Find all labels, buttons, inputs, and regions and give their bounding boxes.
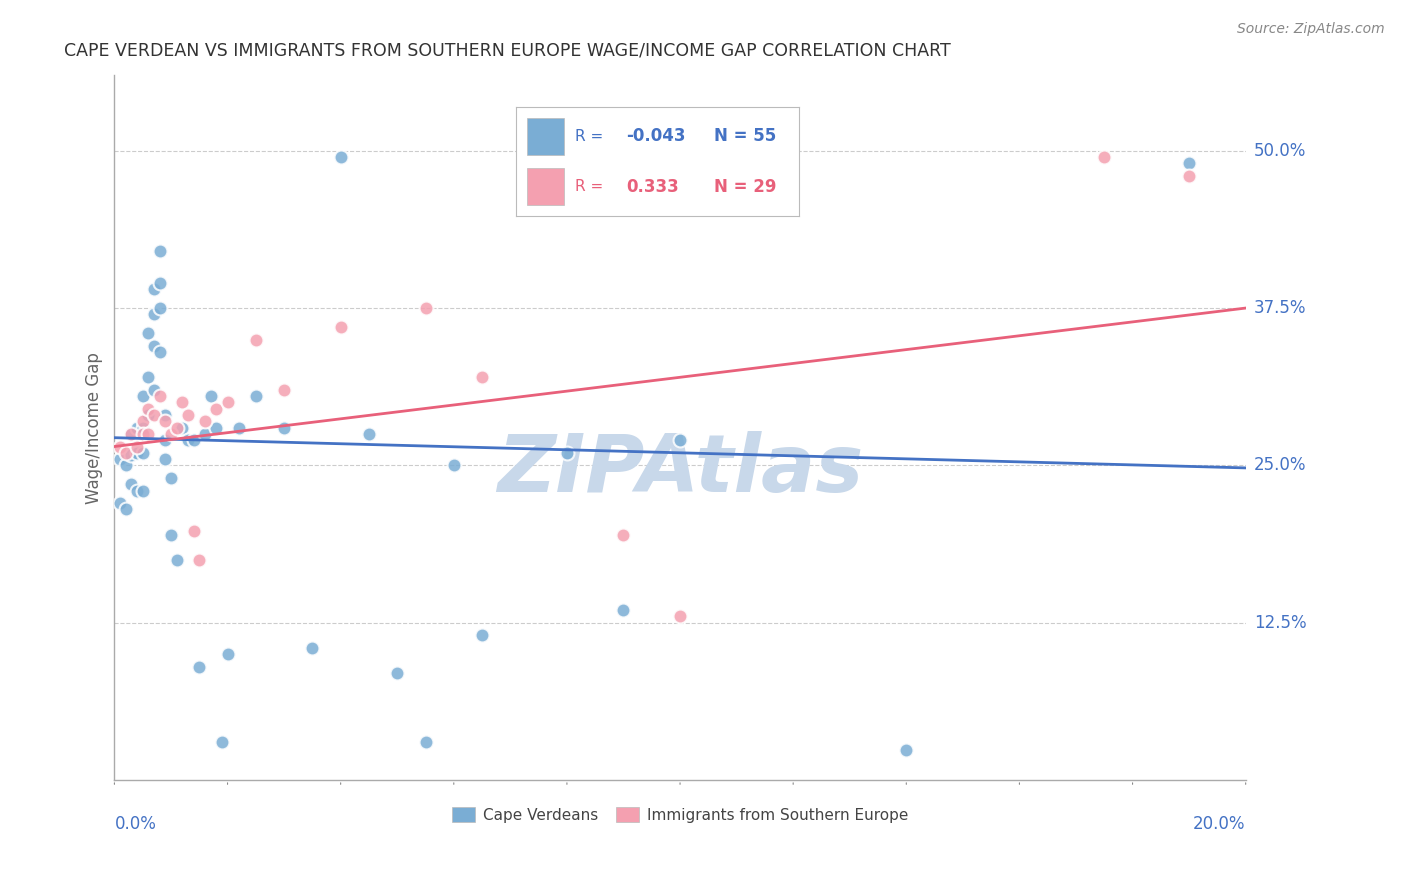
Point	[273, 383, 295, 397]
Text: 37.5%: 37.5%	[1254, 299, 1306, 317]
Point	[555, 446, 578, 460]
Point	[143, 307, 166, 321]
Point	[138, 401, 160, 416]
Text: 20.0%: 20.0%	[1194, 815, 1246, 833]
Point	[194, 414, 217, 428]
Point	[172, 420, 194, 434]
Point	[669, 609, 692, 624]
Point	[1178, 169, 1201, 183]
Point	[896, 743, 918, 757]
Text: 50.0%: 50.0%	[1254, 142, 1306, 160]
Point	[160, 471, 183, 485]
Point	[200, 389, 222, 403]
Point	[120, 448, 142, 462]
Point	[125, 446, 148, 460]
Point	[125, 483, 148, 498]
Point	[131, 414, 153, 428]
Point	[160, 527, 183, 541]
Point	[183, 524, 205, 538]
Point	[149, 345, 172, 359]
Point	[143, 408, 166, 422]
Point	[211, 735, 233, 749]
Point	[149, 389, 172, 403]
Point	[138, 370, 160, 384]
Text: ZIPAtlas: ZIPAtlas	[496, 431, 863, 509]
Point	[1178, 156, 1201, 170]
Point	[138, 326, 160, 341]
Point	[138, 426, 160, 441]
Point	[228, 420, 250, 434]
Point	[194, 426, 217, 441]
Point	[329, 320, 352, 334]
Point	[138, 408, 160, 422]
Point	[273, 420, 295, 434]
Point	[443, 458, 465, 473]
Point	[183, 434, 205, 448]
Point	[149, 244, 172, 259]
Point	[108, 440, 131, 454]
Point	[160, 426, 183, 441]
Point	[217, 395, 239, 409]
Y-axis label: Wage/Income Gap: Wage/Income Gap	[86, 351, 103, 504]
Point	[415, 301, 437, 315]
Point	[205, 401, 228, 416]
Point	[217, 647, 239, 661]
Text: Source: ZipAtlas.com: Source: ZipAtlas.com	[1237, 22, 1385, 37]
Point	[612, 527, 634, 541]
Point	[329, 150, 352, 164]
Point	[114, 458, 136, 473]
Point	[357, 426, 380, 441]
Point	[1092, 150, 1115, 164]
Point	[114, 446, 136, 460]
Point	[149, 301, 172, 315]
Point	[120, 426, 142, 441]
Point	[149, 276, 172, 290]
Point	[143, 339, 166, 353]
Point	[172, 395, 194, 409]
Point	[131, 420, 153, 434]
Point	[669, 434, 692, 448]
Point	[245, 333, 267, 347]
Point	[612, 603, 634, 617]
Point	[108, 496, 131, 510]
Point	[114, 502, 136, 516]
Point	[131, 389, 153, 403]
Point	[131, 426, 153, 441]
Text: 12.5%: 12.5%	[1254, 614, 1306, 632]
Point	[131, 483, 153, 498]
Point	[415, 735, 437, 749]
Point	[125, 420, 148, 434]
Point	[108, 452, 131, 467]
Point	[177, 408, 200, 422]
Point	[155, 408, 177, 422]
Point	[166, 420, 188, 434]
Point	[188, 553, 211, 567]
Point	[143, 282, 166, 296]
Point	[245, 389, 267, 403]
Point	[471, 628, 494, 642]
Text: CAPE VERDEAN VS IMMIGRANTS FROM SOUTHERN EUROPE WAGE/INCOME GAP CORRELATION CHAR: CAPE VERDEAN VS IMMIGRANTS FROM SOUTHERN…	[63, 42, 950, 60]
Point	[120, 477, 142, 491]
Point	[471, 370, 494, 384]
Point	[188, 660, 211, 674]
Text: 0.0%: 0.0%	[114, 815, 156, 833]
Point	[205, 420, 228, 434]
Point	[125, 440, 148, 454]
Point	[131, 446, 153, 460]
Point	[143, 383, 166, 397]
Text: 25.0%: 25.0%	[1254, 457, 1306, 475]
Point	[177, 434, 200, 448]
Point	[387, 666, 409, 681]
Point	[155, 414, 177, 428]
Point	[120, 426, 142, 441]
Point	[155, 452, 177, 467]
Point	[155, 434, 177, 448]
Point	[166, 553, 188, 567]
Point	[301, 640, 323, 655]
Legend: Cape Verdeans, Immigrants from Southern Europe: Cape Verdeans, Immigrants from Southern …	[446, 801, 914, 829]
